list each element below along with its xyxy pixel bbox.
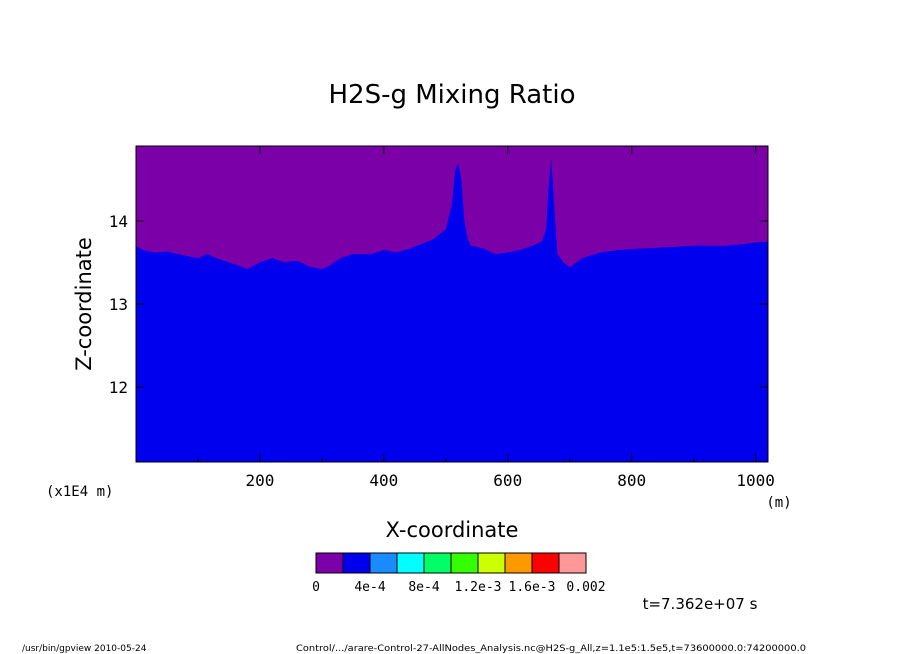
colorbar-swatch xyxy=(423,552,452,574)
colorbar-swatch xyxy=(504,552,533,574)
colorbar-label: 0.002 xyxy=(566,580,605,595)
plot-area: 200 400 600 800 1000 12 13 14 xyxy=(109,145,775,490)
y-tick-label: 13 xyxy=(109,295,128,314)
x-tick-label: 800 xyxy=(617,471,646,490)
x-axis-label: X-coordinate xyxy=(386,518,519,542)
colorbar: 0 4e-4 8e-4 1.2e-3 1.6e-3 0.002 xyxy=(312,552,606,595)
footer-left: /usr/bin/gpview 2010-05-24 xyxy=(22,644,147,654)
colorbar-label: 4e-4 xyxy=(354,580,385,595)
y-tick-label: 12 xyxy=(109,378,128,397)
chart-title: H2S-g Mixing Ratio xyxy=(328,80,575,110)
colorbar-swatch xyxy=(369,552,398,574)
y-tick-label: 14 xyxy=(109,212,128,231)
y-axis-unit: (x1E4 m) xyxy=(46,484,113,500)
lower-region xyxy=(136,158,768,462)
colorbar-label: 1.6e-3 xyxy=(509,580,556,595)
colorbar-swatch xyxy=(477,552,506,574)
colorbar-swatch xyxy=(558,552,587,574)
colorbar-swatch xyxy=(531,552,560,574)
x-tick-label: 200 xyxy=(245,471,274,490)
x-tick-label: 400 xyxy=(369,471,398,490)
x-tick-label: 1000 xyxy=(736,471,775,490)
colorbar-swatch xyxy=(315,552,344,574)
colorbar-swatch xyxy=(450,552,479,574)
colorbar-label: 1.2e-3 xyxy=(455,580,502,595)
x-tick-label: 600 xyxy=(493,471,522,490)
colorbar-label: 0 xyxy=(312,580,320,595)
y-axis-label: Z-coordinate xyxy=(72,237,96,371)
footer-right: Control/.../arare-Control-27-AllNodes_An… xyxy=(296,644,806,654)
colorbar-label: 8e-4 xyxy=(408,580,439,595)
x-axis-unit: (m) xyxy=(766,495,791,511)
colorbar-swatch xyxy=(342,552,371,574)
time-label: t=7.362e+07 s xyxy=(643,595,758,613)
colorbar-swatch xyxy=(396,552,425,574)
